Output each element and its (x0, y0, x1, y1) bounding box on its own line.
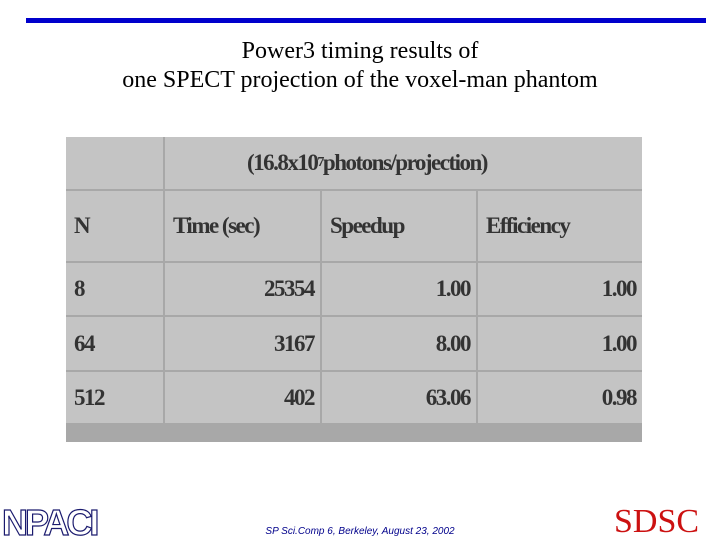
table-cell: 1.00 (478, 263, 642, 315)
title-line: one SPECT projection of the voxel-man ph… (122, 67, 598, 93)
table-cell: 0.98 (478, 372, 642, 423)
column-header: Efficiency (478, 191, 642, 261)
table-cell: 63.06 (322, 372, 476, 423)
logo-left: NPACI (1, 501, 100, 543)
title-line: Power3 timing results of (241, 38, 479, 64)
caption-text: photons/projection) (322, 150, 489, 175)
footer-text: SP Sci.Comp 6, Berkeley, August 23, 2002 (265, 526, 455, 537)
table-cell: 1.00 (322, 263, 476, 315)
column-header: N (66, 191, 163, 261)
table-cell: 1.00 (478, 317, 642, 370)
table-cell (66, 137, 163, 189)
table-cell: 8.00 (322, 317, 476, 370)
table-cell: 3167 (165, 317, 320, 370)
caption-sup: 7 (317, 155, 324, 170)
logo-right: SDSC (614, 503, 700, 540)
table-cell: 402 (165, 372, 320, 423)
table-cell: 8 (66, 263, 163, 315)
column-header: Speedup (322, 191, 476, 261)
top-rule (26, 18, 706, 23)
column-header: Time (sec) (165, 191, 320, 261)
table-cell: 512 (66, 372, 163, 423)
table-cell: 25354 (165, 263, 320, 315)
caption-text: (16.8x10 (247, 150, 319, 175)
table-cell: 64 (66, 317, 163, 370)
table: (16.8x10 7 photons/projection) N Time (sec… (66, 137, 642, 442)
table-caption: (16.8x10 7 photons/projection) (165, 137, 642, 189)
